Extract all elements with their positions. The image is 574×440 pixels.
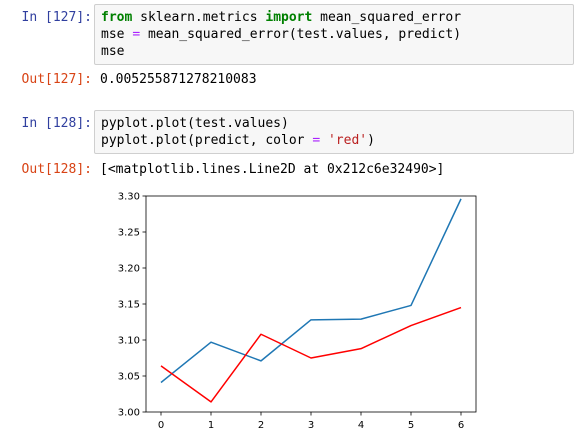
x-tick-label: 3 bbox=[308, 420, 314, 431]
series-line-1 bbox=[160, 306, 462, 403]
code-line: pyplot.plot(predict, color = 'red') bbox=[101, 132, 567, 149]
x-tick-label: 5 bbox=[408, 420, 414, 431]
output-prompt: Out[128]: bbox=[21, 162, 92, 177]
code-token: mse bbox=[101, 44, 125, 59]
code-token: from bbox=[101, 10, 133, 25]
y-tick-label: 3.15 bbox=[118, 300, 140, 311]
code-input[interactable]: pyplot.plot(test.values) pyplot.plot(pred… bbox=[94, 110, 574, 154]
code-token: mean_squared_error(test.values, predict) bbox=[140, 27, 462, 42]
code-input[interactable]: from sklearn.metrics import mean_squared… bbox=[94, 4, 574, 65]
y-tick-label: 3.05 bbox=[118, 372, 140, 383]
x-tick-label: 4 bbox=[358, 420, 364, 431]
x-tick-label: 0 bbox=[158, 420, 164, 431]
code-token: pyplot.plot(predict, color bbox=[101, 133, 313, 148]
code-token: pyplot.plot(test.values) bbox=[101, 116, 289, 131]
code-token: sklearn.metrics bbox=[132, 10, 266, 25]
y-tick-label: 3.25 bbox=[118, 228, 140, 239]
output-value: 0.005255871278210083 bbox=[100, 72, 257, 87]
code-token: mse bbox=[101, 27, 133, 42]
code-token: 'red' bbox=[327, 133, 368, 148]
code-line: mse = mean_squared_error(test.values, pr… bbox=[101, 26, 567, 43]
y-tick-label: 3.10 bbox=[118, 336, 140, 347]
code-token: import bbox=[265, 10, 313, 25]
output-prompt: Out[127]: bbox=[21, 72, 92, 87]
x-tick-label: 6 bbox=[458, 420, 464, 431]
output-value: [<matplotlib.lines.Line2D at 0x212c6e324… bbox=[100, 162, 445, 177]
code-token: = bbox=[312, 133, 321, 148]
x-tick-label: 2 bbox=[258, 420, 264, 431]
code-line: from sklearn.metrics import mean_squared… bbox=[101, 9, 567, 26]
series-line-0 bbox=[160, 198, 462, 384]
line-chart: 3.00 3.05 3.10 3.15 3.20 3.25 3.30 0 1 2 3 4 5 6 bbox=[118, 192, 477, 431]
y-tick-label: 3.30 bbox=[118, 192, 140, 203]
y-tick-label: 3.20 bbox=[118, 264, 140, 275]
plot-frame bbox=[145, 195, 477, 413]
input-prompt: In [127]: bbox=[21, 10, 92, 25]
code-token bbox=[320, 133, 328, 148]
code-token: = bbox=[132, 27, 141, 42]
code-token: ) bbox=[367, 133, 375, 148]
code-line: pyplot.plot(test.values) bbox=[101, 115, 567, 132]
code-token: mean_squared_error bbox=[312, 10, 462, 25]
input-prompt: In [128]: bbox=[21, 116, 92, 131]
code-line: mse bbox=[101, 43, 567, 60]
x-tick-label: 1 bbox=[208, 420, 214, 431]
y-tick-label: 3.00 bbox=[118, 408, 140, 419]
